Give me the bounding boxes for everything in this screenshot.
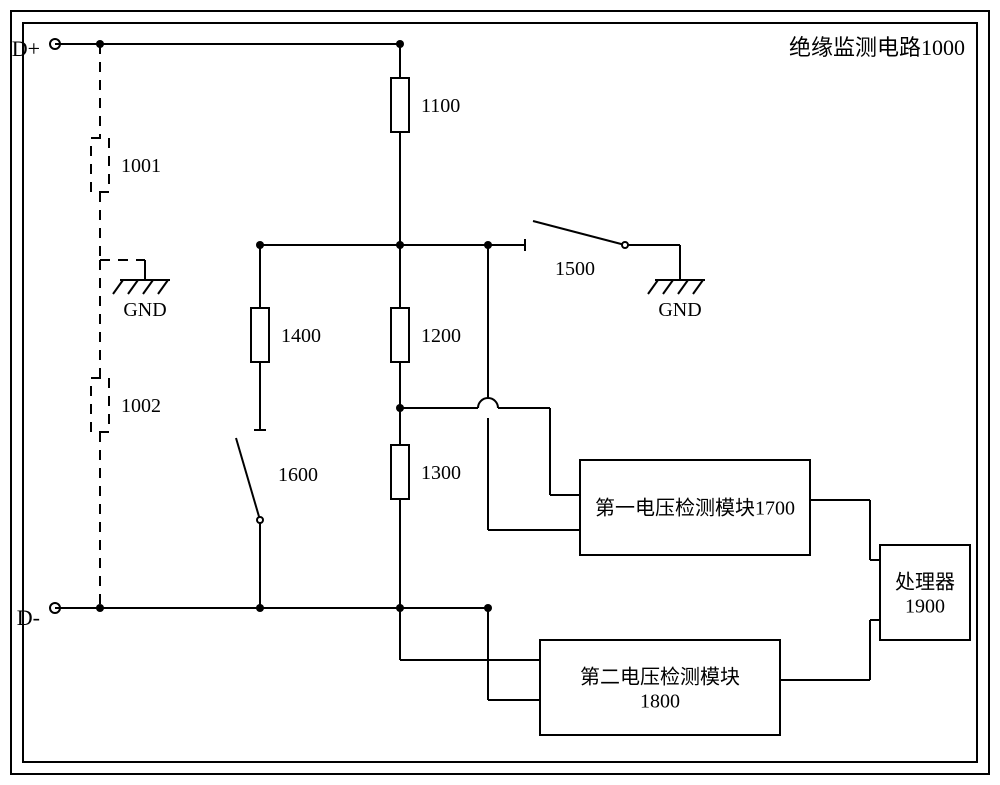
switch-label: 1600: [278, 464, 318, 486]
switch-arm: [533, 221, 625, 245]
circuit-svg: 绝缘监测电路1000 D+ D- 1001 1002 1100 1400 1200 1300 GN…: [0, 0, 1000, 785]
junction-node: [484, 604, 492, 612]
junction-node: [256, 604, 264, 612]
module-label: 第一电压检测模块1700: [595, 497, 795, 520]
resistor-label: 1001: [121, 155, 161, 177]
module-label: 1800: [640, 691, 680, 713]
resistor-label: 1100: [421, 95, 460, 117]
gnd-label: GND: [658, 299, 701, 321]
resistor: [391, 308, 409, 362]
switch-pivot: [622, 242, 628, 248]
resistor: [251, 308, 269, 362]
resistor: [91, 138, 109, 192]
gnd-hatch: [143, 280, 153, 294]
gnd-hatch: [113, 280, 123, 294]
diagram-canvas: 绝缘监测电路1000 D+ D- 1001 1002 1100 1400 1200 1300 GN…: [0, 0, 1000, 785]
gnd-hatch: [158, 280, 168, 294]
gnd-hatch: [648, 280, 658, 294]
switch-arm: [236, 438, 260, 520]
resistor-label: 1400: [281, 325, 321, 347]
resistor: [391, 78, 409, 132]
module-label: 1900: [905, 596, 945, 618]
junction-node: [396, 604, 404, 612]
junction-node: [396, 241, 404, 249]
gnd-label: GND: [123, 299, 166, 321]
resistor-label: 1002: [121, 395, 161, 417]
switch-label: 1500: [555, 258, 595, 280]
wire-hop: [478, 398, 498, 408]
junction-node: [396, 40, 404, 48]
resistor-label: 1300: [421, 462, 461, 484]
terminal-label: D+: [12, 36, 40, 61]
resistor-label: 1200: [421, 325, 461, 347]
gnd-hatch: [693, 280, 703, 294]
module-label: 第二电压检测模块: [580, 666, 740, 689]
switch-pivot: [257, 517, 263, 523]
gnd-hatch: [128, 280, 138, 294]
resistor: [91, 378, 109, 432]
resistor: [391, 445, 409, 499]
junction-node: [484, 241, 492, 249]
diagram-title: 绝缘监测电路1000: [789, 35, 965, 60]
junction-node: [96, 604, 104, 612]
junction-node: [396, 404, 404, 412]
junction-node: [96, 40, 104, 48]
gnd-hatch: [678, 280, 688, 294]
junction-node: [256, 241, 264, 249]
module-label: 处理器: [895, 571, 955, 594]
gnd-hatch: [663, 280, 673, 294]
terminal-label: D-: [17, 605, 40, 630]
